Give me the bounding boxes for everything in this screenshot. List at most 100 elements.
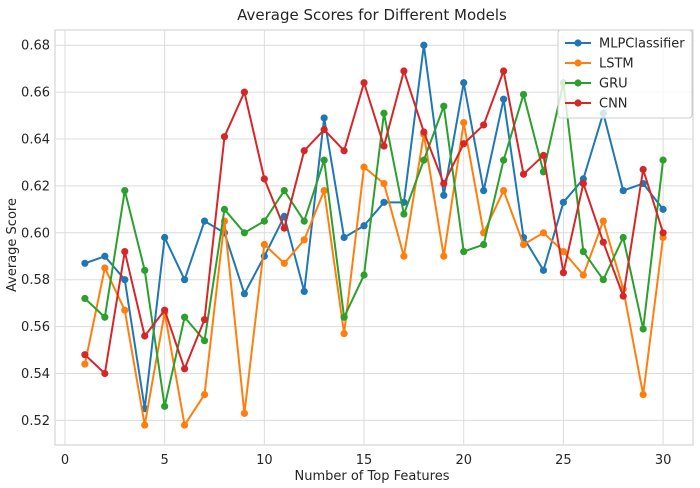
data-point-mlpclassifier [81, 259, 89, 267]
data-point-gru [440, 102, 448, 110]
data-point-mlpclassifier [180, 276, 189, 284]
data-point-gru [121, 187, 129, 195]
y-tick-label: 0.64 [21, 133, 50, 148]
data-point-lstm [180, 421, 189, 429]
legend-box [557, 29, 693, 119]
y-tick-label: 0.52 [21, 414, 50, 429]
data-point-mlpclassifier [659, 205, 667, 213]
data-point-lstm [101, 264, 109, 272]
legend-marker-lstm [574, 59, 582, 67]
data-point-gru [340, 313, 348, 321]
data-point-mlpclassifier [460, 79, 468, 87]
data-point-cnn [360, 79, 368, 87]
data-point-gru [320, 156, 328, 164]
legend-label-lstm: LSTM [599, 57, 634, 72]
data-point-cnn [180, 365, 189, 373]
data-point-lstm [559, 247, 568, 256]
data-point-mlpclassifier [360, 222, 368, 230]
legend-label-mlpclassifier: MLPClassifier [599, 37, 685, 52]
x-tick-label: 25 [555, 453, 572, 468]
legend-label-cnn: CNN [599, 97, 628, 112]
x-tick-label: 30 [655, 453, 672, 468]
data-point-mlpclassifier [559, 198, 568, 206]
data-point-gru [101, 313, 109, 321]
data-point-lstm [599, 217, 607, 225]
data-point-gru [619, 233, 627, 242]
data-point-lstm [400, 252, 408, 260]
data-point-mlpclassifier [499, 95, 508, 103]
data-point-lstm [440, 252, 448, 260]
legend-marker-gru [574, 79, 582, 87]
data-point-cnn [539, 151, 548, 160]
data-point-gru [499, 156, 508, 164]
data-point-lstm [380, 179, 388, 188]
data-point-lstm [539, 229, 548, 237]
series-gru [81, 79, 667, 410]
data-point-gru [260, 217, 268, 225]
legend: MLPClassifier LSTM GRU CNN [557, 29, 693, 119]
data-point-cnn [499, 67, 508, 75]
x-tick-label: 20 [455, 453, 472, 468]
data-point-lstm [519, 240, 528, 249]
data-point-gru [639, 325, 647, 333]
legend-marker-mlpclassifier [574, 39, 582, 47]
data-point-gru [659, 156, 667, 164]
data-point-lstm [121, 306, 129, 314]
x-tick-label: 10 [256, 453, 273, 468]
data-point-gru [280, 187, 288, 195]
data-point-mlpclassifier [619, 187, 627, 195]
data-point-lstm [320, 187, 328, 195]
data-point-gru [200, 337, 209, 345]
data-point-mlpclassifier [200, 217, 209, 225]
data-point-cnn [579, 179, 587, 188]
data-point-cnn [559, 269, 568, 277]
y-axis-ticks: 0.52 0.54 0.56 0.58 0.60 0.62 0.64 0.66 0.68 [21, 39, 50, 429]
data-point-gru [480, 240, 488, 249]
data-point-cnn [260, 175, 268, 183]
data-point-lstm [280, 259, 288, 267]
y-axis-title: Average Score [5, 198, 20, 292]
data-point-mlpclassifier [121, 276, 129, 284]
legend-label-gru: GRU [599, 77, 628, 92]
data-point-mlpclassifier [101, 252, 109, 260]
series-line-mlpclassifier [84, 44, 664, 410]
y-tick-label: 0.62 [21, 179, 50, 194]
data-point-cnn [440, 179, 448, 188]
data-point-lstm [639, 390, 647, 399]
x-tick-label: 5 [161, 453, 169, 468]
data-point-gru [300, 217, 308, 225]
data-point-cnn [480, 121, 488, 129]
data-point-lstm [300, 236, 308, 244]
data-point-gru [161, 402, 169, 410]
chart-title: Average Scores for Different Models [237, 6, 507, 24]
legend-item-cnn: CNN [565, 97, 628, 112]
data-point-mlpclassifier [420, 41, 428, 49]
data-point-lstm [360, 163, 368, 171]
data-point-lstm [81, 360, 89, 368]
data-point-gru [420, 156, 428, 164]
x-tick-label: 15 [356, 453, 373, 468]
data-point-mlpclassifier [320, 114, 328, 122]
data-point-lstm [200, 390, 209, 399]
data-point-cnn [240, 88, 249, 96]
data-point-cnn [141, 332, 149, 340]
data-point-lstm [499, 187, 508, 195]
data-point-lstm [579, 271, 587, 279]
legend-marker-cnn [574, 99, 582, 107]
data-point-gru [81, 294, 89, 303]
x-tick-label: 0 [61, 453, 69, 468]
data-point-lstm [460, 119, 468, 127]
data-point-cnn [121, 247, 129, 256]
series-cnn [81, 67, 667, 378]
series-layer [81, 41, 667, 429]
series-line-cnn [84, 70, 665, 375]
data-point-cnn [639, 165, 647, 174]
data-point-cnn [340, 147, 348, 155]
data-point-cnn [599, 238, 607, 246]
data-point-lstm [260, 240, 268, 249]
data-point-cnn [460, 140, 468, 148]
data-point-cnn [101, 369, 109, 378]
x-axis-title: Number of Top Features [295, 469, 450, 484]
data-point-mlpclassifier [480, 187, 488, 195]
data-point-gru [141, 266, 149, 274]
